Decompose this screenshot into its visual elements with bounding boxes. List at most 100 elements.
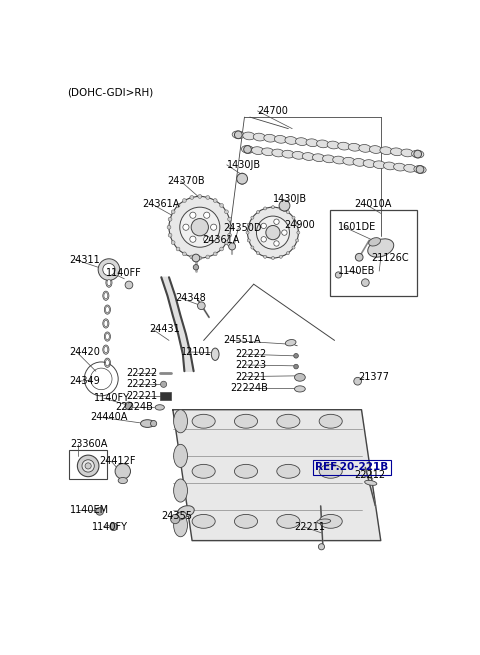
Circle shape (176, 204, 180, 208)
Circle shape (225, 210, 228, 214)
Text: 1601DE: 1601DE (338, 222, 377, 233)
Circle shape (171, 240, 175, 244)
Circle shape (182, 252, 186, 256)
Ellipse shape (302, 153, 314, 160)
Circle shape (125, 402, 133, 409)
Ellipse shape (414, 166, 426, 174)
Ellipse shape (359, 145, 371, 152)
Circle shape (170, 514, 180, 523)
Circle shape (169, 196, 230, 258)
Circle shape (192, 254, 200, 262)
Circle shape (414, 150, 421, 158)
Circle shape (296, 223, 299, 226)
Circle shape (292, 216, 295, 219)
Circle shape (115, 464, 131, 479)
Text: 24900: 24900 (285, 220, 315, 230)
Circle shape (176, 247, 180, 251)
Circle shape (180, 207, 220, 247)
Text: 24010A: 24010A (354, 199, 391, 209)
Circle shape (287, 210, 289, 214)
Circle shape (206, 255, 210, 259)
Circle shape (190, 212, 196, 218)
Ellipse shape (401, 149, 413, 157)
Circle shape (279, 207, 282, 210)
Ellipse shape (319, 514, 342, 529)
Ellipse shape (368, 239, 394, 257)
Ellipse shape (312, 154, 324, 162)
Text: 22224B: 22224B (230, 383, 268, 393)
Ellipse shape (104, 265, 110, 274)
Circle shape (264, 255, 266, 258)
Text: 24420: 24420 (69, 347, 100, 357)
Ellipse shape (295, 386, 305, 392)
Ellipse shape (103, 345, 109, 354)
Circle shape (355, 253, 363, 261)
Circle shape (292, 246, 295, 249)
Ellipse shape (277, 514, 300, 529)
Circle shape (110, 523, 118, 531)
Ellipse shape (343, 157, 355, 165)
Bar (69, 450, 108, 479)
Circle shape (213, 198, 217, 202)
Circle shape (191, 219, 208, 236)
Ellipse shape (295, 373, 305, 381)
Circle shape (244, 145, 252, 153)
Text: 24431: 24431 (150, 324, 180, 334)
Text: 22223: 22223 (127, 379, 158, 389)
Circle shape (318, 544, 324, 550)
Ellipse shape (285, 137, 297, 144)
Ellipse shape (106, 307, 109, 312)
Circle shape (198, 195, 202, 198)
Circle shape (193, 265, 199, 270)
Ellipse shape (155, 405, 164, 410)
Text: 24700: 24700 (258, 106, 288, 116)
Ellipse shape (192, 514, 215, 529)
Ellipse shape (264, 134, 276, 142)
Text: 1140EB: 1140EB (338, 266, 376, 276)
Ellipse shape (353, 159, 365, 166)
Ellipse shape (106, 267, 109, 272)
Ellipse shape (104, 305, 110, 314)
Ellipse shape (192, 415, 215, 428)
Circle shape (211, 224, 217, 231)
Text: 24355: 24355 (161, 511, 192, 521)
Ellipse shape (234, 514, 258, 529)
Circle shape (182, 198, 186, 202)
Circle shape (256, 210, 260, 214)
Ellipse shape (296, 138, 308, 145)
Text: 24361A: 24361A (202, 235, 240, 246)
Text: 22223: 22223 (235, 360, 266, 370)
Ellipse shape (241, 145, 253, 153)
Ellipse shape (174, 409, 188, 433)
Ellipse shape (118, 477, 127, 483)
Text: 1140FF: 1140FF (106, 268, 142, 278)
Circle shape (287, 252, 289, 255)
Circle shape (213, 252, 217, 256)
Polygon shape (173, 409, 381, 540)
Circle shape (167, 225, 171, 229)
Text: 22221: 22221 (127, 391, 158, 401)
Ellipse shape (104, 346, 108, 353)
Ellipse shape (317, 140, 329, 148)
Ellipse shape (281, 200, 288, 211)
Circle shape (264, 207, 266, 210)
Circle shape (251, 216, 254, 219)
Ellipse shape (104, 332, 110, 341)
Text: 22222: 22222 (235, 349, 266, 359)
Ellipse shape (104, 358, 110, 367)
Ellipse shape (277, 415, 300, 428)
Text: 1430JB: 1430JB (227, 160, 261, 170)
Circle shape (251, 246, 254, 249)
Ellipse shape (390, 148, 403, 156)
Circle shape (96, 508, 104, 515)
Circle shape (160, 381, 167, 387)
Bar (160, 392, 170, 400)
Circle shape (248, 207, 299, 258)
Text: 21126C: 21126C (372, 253, 409, 263)
Circle shape (103, 263, 115, 276)
Circle shape (190, 255, 194, 259)
Circle shape (204, 212, 210, 218)
Ellipse shape (277, 464, 300, 478)
Ellipse shape (104, 320, 108, 327)
Ellipse shape (411, 150, 424, 158)
